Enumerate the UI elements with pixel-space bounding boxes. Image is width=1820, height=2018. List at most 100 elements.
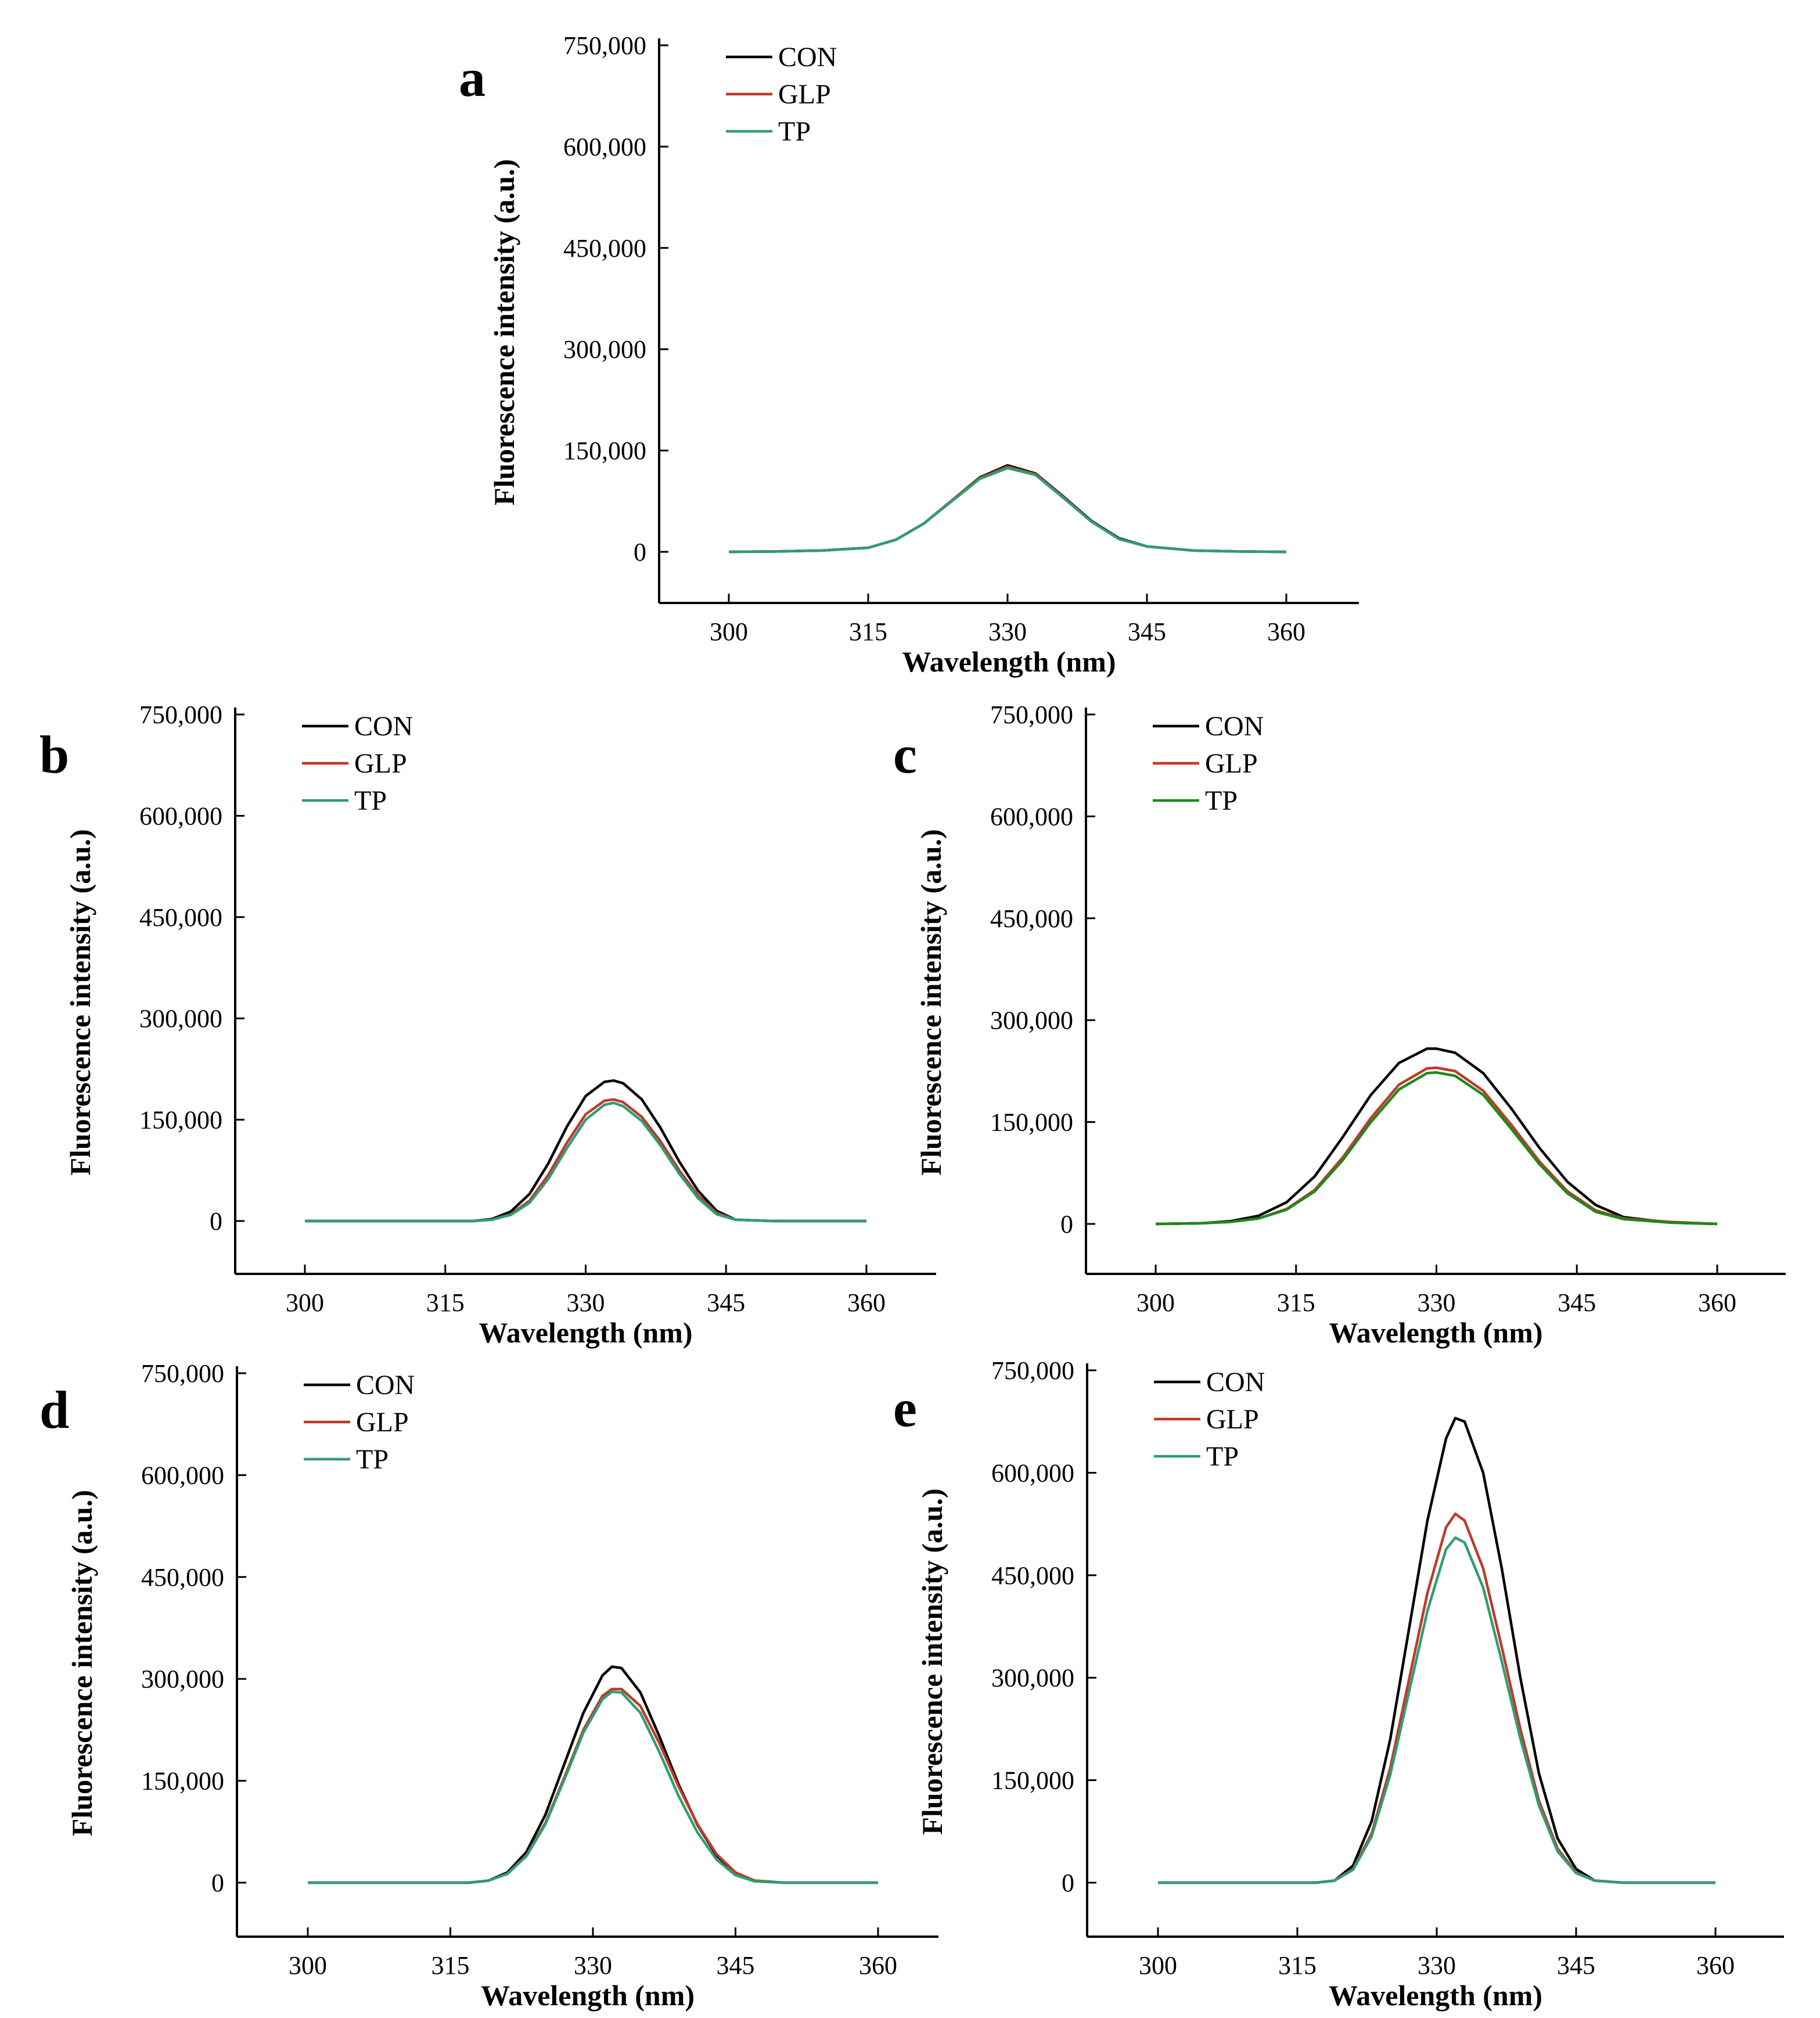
series-line-glp [1155,1066,1718,1226]
x-tick-label: 315 [1277,1288,1315,1317]
y-tick-label: 150,000 [141,1767,224,1796]
x-tick-label: 345 [1557,1951,1595,1980]
x-axis-title: Wavelength (nm) [902,645,1116,678]
legend-label-glp: GLP [354,748,407,779]
y-tick-label: 300,000 [141,1665,224,1693]
y-tick-label: 0 [1062,1869,1074,1897]
x-tick-label: 315 [849,617,887,646]
y-tick-label: 0 [634,538,646,566]
y-tick-label: 0 [210,1207,222,1236]
legend-label-tp: TP [1206,1441,1239,1472]
legend-label-con: CON [1206,1367,1265,1398]
y-tick-label: 750,000 [141,1359,224,1388]
y-tick-label: 600,000 [139,802,222,830]
panel-d: 0 150,000 300,000 450,000 600,000 750,000 300 3… [39,1359,938,2012]
legend-label-con: CON [778,42,837,73]
series-line-tp [1158,1536,1715,1884]
panel-letter: e [893,1378,917,1438]
legend-label-tp: TP [356,1444,389,1475]
y-tick-label: 300,000 [563,335,646,364]
y-tick-label: 600,000 [141,1461,224,1489]
legend-label-con: CON [354,711,413,742]
x-axis-title: Wavelength (nm) [479,1316,692,1349]
legend-label-glp: GLP [1205,748,1258,779]
y-tick-label: 600,000 [990,802,1073,831]
y-axis-title: Fluorescence intensity (a.u.) [64,829,96,1175]
y-tick-label: 150,000 [139,1106,222,1134]
panel-a: 0 150,000 300,000 450,000 600,000 750,000 300 3… [459,31,1359,678]
legend-label-con: CON [1205,711,1264,742]
y-axis-title: Fluorescence intensity (a.u.) [66,1490,98,1836]
x-tick-label: 300 [1136,1288,1175,1317]
y-tick-label: 150,000 [563,437,646,465]
panel-letter: d [39,1380,69,1439]
x-tick-label: 330 [1418,1288,1456,1317]
y-tick-label: 600,000 [563,132,646,161]
x-tick-label: 300 [289,1951,327,1980]
panel-b: 0 150,000 300,000 450,000 600,000 750,000 300 3… [39,701,936,1349]
panel-letter: b [39,725,69,784]
series-line-glp [1158,1512,1715,1884]
y-tick-label: 600,000 [991,1459,1074,1487]
x-tick-label: 345 [707,1288,745,1317]
legend-label-glp: GLP [356,1407,409,1438]
series-line-con [305,1079,866,1223]
series-line-glp [305,1098,866,1223]
y-tick-label: 0 [211,1869,224,1897]
x-tick-label: 360 [859,1951,897,1980]
series-line-con [308,1665,878,1884]
x-tick-label: 300 [1139,1951,1177,1980]
x-tick-label: 315 [431,1951,470,1980]
legend-label-tp: TP [354,785,387,816]
y-tick-label: 750,000 [563,31,646,60]
y-tick-label: 150,000 [991,1766,1074,1795]
x-axis-title: Wavelength (nm) [481,1979,695,2012]
series-line-tp [308,1690,878,1884]
panel-letter: a [459,48,485,107]
y-axis-title: Fluorescence intensity (a.u.) [488,159,520,505]
x-tick-label: 345 [717,1951,755,1980]
series-line-con [728,464,1287,554]
x-tick-label: 330 [988,617,1027,646]
series-line-con [1155,1047,1718,1226]
series-line-con [1158,1417,1715,1884]
legend-label-glp: GLP [778,79,831,110]
y-tick-label: 300,000 [990,1006,1073,1035]
x-tick-label: 345 [1128,617,1166,646]
y-tick-label: 750,000 [990,701,1073,729]
x-axis-title: Wavelength (nm) [1329,1316,1542,1349]
legend-label-tp: TP [1205,785,1238,816]
legend-label-tp: TP [778,116,811,147]
y-tick-label: 0 [1060,1210,1073,1238]
panel-letter: c [893,725,917,784]
x-tick-label: 330 [574,1951,612,1980]
x-tick-label: 315 [1278,1951,1317,1980]
series-line-tp [305,1101,866,1223]
y-tick-label: 450,000 [991,1561,1074,1590]
x-tick-label: 315 [426,1288,465,1317]
x-tick-label: 360 [1696,1951,1735,1980]
y-tick-label: 450,000 [563,234,646,263]
y-axis-title: Fluorescence intensity (a.u.) [915,829,947,1175]
x-tick-label: 300 [286,1288,324,1317]
x-tick-label: 300 [710,617,748,646]
x-tick-label: 330 [567,1288,605,1317]
y-tick-label: 150,000 [990,1108,1073,1137]
panel-e: 0 150,000 300,000 450,000 600,000 750,000 300 3… [893,1356,1784,2012]
series-line-tp [1155,1071,1718,1226]
y-tick-label: 750,000 [991,1356,1074,1385]
y-tick-label: 300,000 [991,1664,1074,1692]
y-tick-label: 750,000 [139,701,222,729]
y-tick-label: 450,000 [141,1563,224,1592]
y-axis-title: Fluorescence intensity (a.u.) [916,1488,948,1834]
x-tick-label: 360 [847,1288,886,1317]
legend-label-glp: GLP [1206,1404,1259,1435]
x-axis-title: Wavelength (nm) [1329,1979,1542,2012]
y-tick-label: 450,000 [139,903,222,932]
y-tick-label: 300,000 [139,1004,222,1033]
series-line-glp [728,465,1287,554]
x-tick-label: 330 [1418,1951,1456,1980]
x-tick-label: 360 [1698,1288,1736,1317]
panel-c: 0 150,000 300,000 450,000 600,000 750,000 300 3… [893,701,1786,1349]
